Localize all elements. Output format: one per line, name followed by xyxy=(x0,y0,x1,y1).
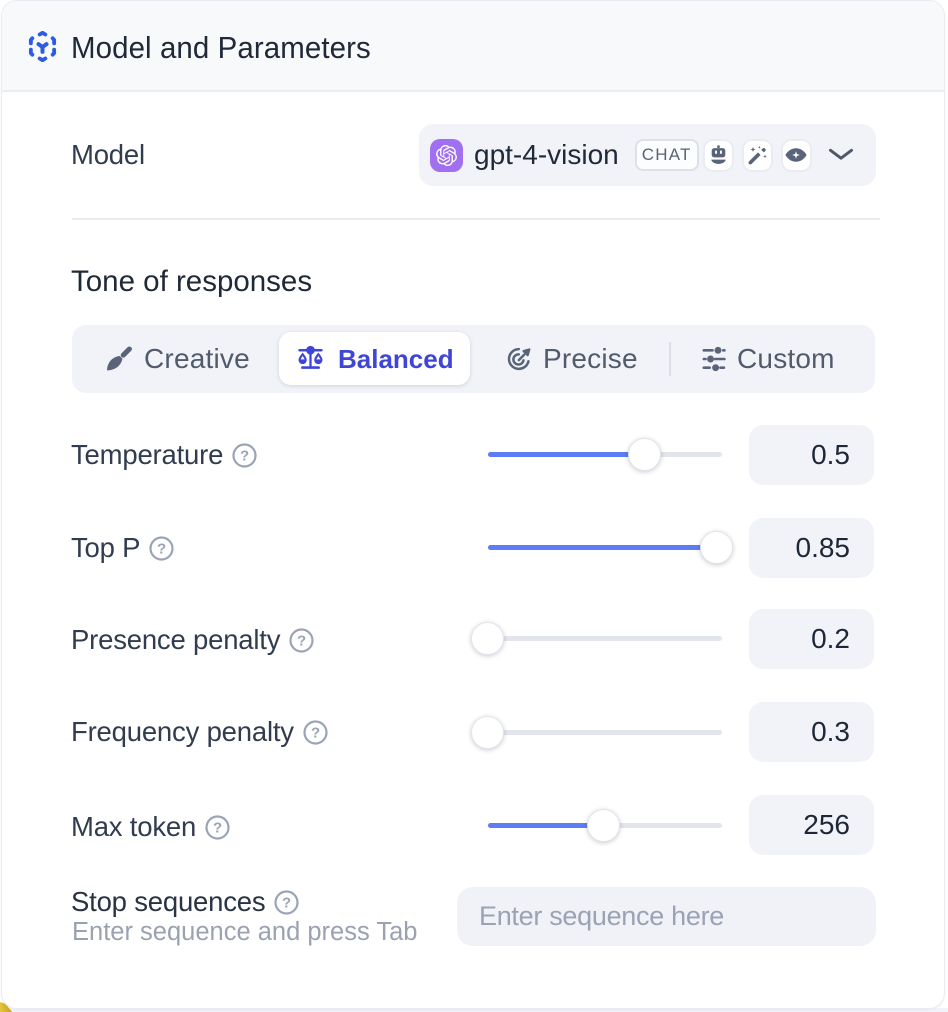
svg-text:?: ? xyxy=(157,540,166,557)
svg-text:?: ? xyxy=(311,724,320,741)
svg-text:?: ? xyxy=(240,447,249,464)
svg-text:?: ? xyxy=(282,894,291,911)
svg-text:?: ? xyxy=(213,819,222,836)
svg-text:?: ? xyxy=(297,632,306,649)
